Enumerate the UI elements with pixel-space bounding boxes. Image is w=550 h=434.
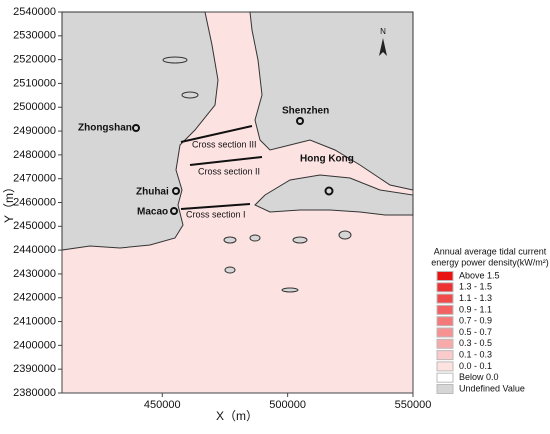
legend-swatch — [436, 282, 454, 293]
y-tick-label: 2480000 — [13, 149, 56, 161]
legend-swatch — [436, 293, 454, 304]
place-label: Macao — [137, 207, 168, 218]
place-markers — [132, 117, 334, 215]
east-land — [249, 11, 414, 191]
legend-swatch — [436, 384, 454, 394]
legend-swatch — [436, 338, 454, 349]
cross-section-line — [180, 125, 253, 143]
x-tick-label: 450000 — [144, 399, 181, 411]
section-label: Cross section I — [186, 209, 246, 219]
cross-section-line — [189, 156, 263, 166]
legend-title: energy power density(kW/m²) — [431, 257, 549, 267]
y-tick-label: 2540000 — [13, 6, 56, 18]
y-tick-label: 2380000 — [13, 387, 56, 399]
y-tick-label: 2450000 — [13, 220, 56, 232]
x-tick-label: 550000 — [395, 399, 432, 411]
place-marker — [324, 186, 334, 196]
y-tick-label: 2430000 — [13, 268, 56, 280]
cross-section-lines — [180, 125, 263, 210]
section-label: Cross section III — [192, 139, 257, 149]
legend-label: Below 0.0 — [459, 372, 499, 382]
legend-label: 0.0 - 0.1 — [459, 361, 492, 371]
cross-section-line — [180, 203, 251, 210]
legend-label: 0.1 - 0.3 — [459, 349, 492, 359]
place-label: Zhongshan — [78, 123, 132, 134]
place-label: Hong Kong — [300, 154, 354, 165]
y-tick-label: 2500000 — [13, 101, 56, 113]
island — [224, 266, 236, 274]
y-tick-label: 2470000 — [13, 173, 56, 185]
place-marker — [296, 117, 304, 125]
north-arrow — [379, 38, 387, 56]
legend-label: 0.3 - 0.5 — [459, 338, 492, 348]
legend-title: Annual average tidal current — [434, 246, 547, 256]
legend-swatch — [436, 327, 454, 338]
y-tick-label: 2530000 — [13, 30, 56, 42]
legend-label: 0.7 - 0.9 — [459, 316, 492, 326]
section-label: Cross section II — [198, 166, 260, 176]
y-tick-label: 2490000 — [13, 125, 56, 137]
x-tick-label: 500000 — [269, 399, 306, 411]
y-tick-label: 2390000 — [13, 363, 56, 375]
island — [249, 234, 261, 242]
island — [281, 287, 299, 293]
place-marker — [172, 187, 180, 195]
legend-swatch — [436, 304, 454, 315]
y-tick-label: 2510000 — [13, 77, 56, 89]
y-tick-label: 2440000 — [13, 244, 56, 256]
island — [292, 236, 308, 244]
island — [338, 230, 352, 240]
place-marker — [170, 207, 178, 215]
island — [162, 56, 188, 64]
legend-swatch — [436, 372, 454, 383]
legend-swatch — [436, 361, 454, 372]
y-tick-label: 2410000 — [13, 315, 56, 327]
island — [223, 236, 237, 244]
y-tick-label: 2460000 — [13, 196, 56, 208]
legend-swatch — [436, 271, 454, 281]
y-tick-label: 2420000 — [13, 292, 56, 304]
y-axis-label: Y（m） — [2, 181, 16, 223]
place-label: Zhuhai — [136, 187, 169, 198]
legend-label: 0.9 - 1.1 — [459, 304, 492, 314]
legend-label: Above 1.5 — [459, 270, 500, 280]
north-label: N — [380, 27, 386, 36]
place-marker — [132, 124, 140, 132]
place-label: Shenzhen — [282, 106, 329, 117]
legend-label: 1.1 - 1.3 — [459, 293, 492, 303]
island — [181, 91, 199, 99]
legend-label: 0.5 - 0.7 — [459, 327, 492, 337]
y-tick-label: 2400000 — [13, 339, 56, 351]
hong-kong-land — [254, 174, 414, 216]
x-axis-label: X（m） — [216, 409, 258, 423]
legend-swatch — [436, 350, 454, 361]
legend-label: 1.3 - 1.5 — [459, 282, 492, 292]
legend-label: Undefined Value — [459, 383, 525, 393]
legend-swatch — [436, 316, 454, 327]
y-tick-label: 2520000 — [13, 54, 56, 66]
